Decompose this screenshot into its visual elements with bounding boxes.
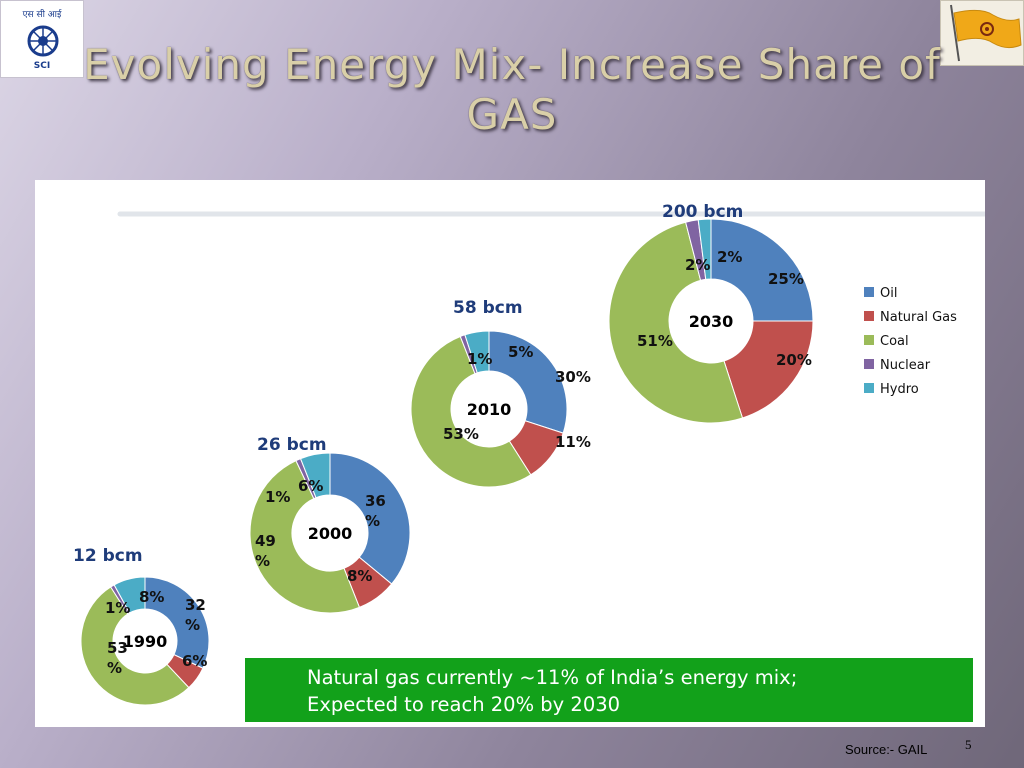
data-label-natural-gas-2010: 11% bbox=[555, 433, 591, 451]
data-label-coal-2010: 53% bbox=[443, 425, 479, 443]
slice-natural-gas-2030 bbox=[723, 320, 814, 419]
energy-mix-chart: 1990 12 bcm 32% 6% 53% 1% 8% 2000 26 bcm 36% 8% 49%… bbox=[35, 180, 985, 727]
year-label-2030: 2030 bbox=[689, 312, 734, 331]
slice-oil-2010 bbox=[488, 330, 568, 434]
year-label-2000: 2000 bbox=[308, 524, 353, 543]
flag-logo bbox=[940, 0, 1024, 66]
banner-line-2: Expected to reach 20% by 2030 bbox=[307, 693, 621, 716]
data-label-nuclear-2030: 2% bbox=[685, 256, 710, 274]
volume-label-2030: 200 bcm bbox=[662, 202, 743, 222]
volume-label-2000: 26 bcm bbox=[257, 435, 327, 455]
data-label-hydro-2010: 5% bbox=[508, 343, 533, 361]
year-label-2010: 2010 bbox=[467, 400, 512, 419]
donut-2010: 2010 58 bcm 30% 11% 53% 1% 5% bbox=[410, 298, 591, 488]
logo-sci-text: SCI bbox=[33, 61, 51, 71]
legend-label-hydro: Hydro bbox=[880, 382, 919, 397]
slice-hydro-2030 bbox=[697, 218, 712, 280]
data-label-nuclear-2000: 1% bbox=[265, 488, 290, 506]
sci-logo: एस सी आई SCI bbox=[0, 0, 84, 78]
slice-hydro-2000 bbox=[299, 452, 331, 499]
slice-coal-2030 bbox=[608, 221, 744, 424]
data-label-oil-1990: 32% bbox=[185, 596, 206, 634]
data-label-nuclear-2010: 1% bbox=[467, 350, 492, 368]
data-label-hydro-2000: 6% bbox=[298, 477, 323, 495]
data-label-natural-gas-2030: 20% bbox=[776, 351, 812, 369]
slice-oil-2030 bbox=[710, 218, 814, 322]
chart-legend: Oil Natural Gas Coal Nuclear Hydro bbox=[864, 286, 957, 397]
data-label-oil-2030: 25% bbox=[768, 270, 804, 288]
data-label-coal-2030: 51% bbox=[637, 332, 673, 350]
volume-label-2010: 58 bcm bbox=[453, 298, 523, 318]
logo-emblem-icon bbox=[27, 25, 59, 57]
donut-charts: 1990 12 bcm 32 % 6% 53 % 1% 8% 2000 26 bcm 36 % 8% 49%… bbox=[73, 202, 985, 706]
key-message-banner: Natural gas currently ~11% of India’s en… bbox=[245, 658, 973, 722]
slice-hydro-1990 bbox=[113, 576, 146, 614]
slide-title: Evolving Energy Mix- Increase Share of G… bbox=[83, 40, 941, 139]
donut-2000: 2000 26 bcm 36 % 8% 49 % 1% 6% bbox=[249, 435, 411, 614]
slice-oil-2000 bbox=[329, 452, 411, 585]
data-label-hydro-1990: 8% bbox=[139, 588, 164, 606]
banner-line-1: Natural gas currently ~11% of India’s en… bbox=[307, 666, 798, 689]
year-label-1990: 1990 bbox=[123, 632, 168, 651]
slice-coal-2000 bbox=[249, 459, 361, 614]
donut-1990: 1990 12 bcm 32 % 6% 53 % 1% 8% bbox=[73, 546, 210, 706]
legend-label-natural-gas: Natural Gas bbox=[880, 310, 957, 325]
data-label-oil-2010: 30% bbox=[555, 368, 591, 386]
data-label-oil-2000: 36% bbox=[365, 492, 386, 530]
source-note: Source:- GAIL bbox=[845, 742, 928, 757]
data-label-hydro-2030: 2% bbox=[717, 248, 742, 266]
legend-swatch-natural-gas bbox=[864, 311, 874, 321]
legend-swatch-nuclear bbox=[864, 359, 874, 369]
slice-hydro-2010 bbox=[464, 330, 490, 374]
legend-swatch-coal bbox=[864, 335, 874, 345]
volume-label-1990: 12 bcm bbox=[73, 546, 143, 566]
data-label-coal-1990: 53% bbox=[107, 639, 128, 677]
slice-coal-1990 bbox=[80, 586, 190, 706]
legend-label-coal: Coal bbox=[880, 334, 909, 349]
slice-oil-1990 bbox=[144, 576, 210, 669]
data-label-nuclear-1990: 1% bbox=[105, 599, 130, 617]
data-label-natural-gas-2000: 8% bbox=[347, 567, 372, 585]
legend-swatch-oil bbox=[864, 287, 874, 297]
logo-hindi-text: एस सी आई bbox=[22, 10, 62, 20]
donut-2030: 2030 200 bcm 25% 20% 51% 2% 2% bbox=[608, 202, 814, 424]
slice-coal-2010 bbox=[410, 335, 532, 488]
flag-icon bbox=[950, 4, 1022, 62]
legend-swatch-hydro bbox=[864, 383, 874, 393]
legend-label-oil: Oil bbox=[880, 286, 897, 301]
data-label-coal-2000: 49% bbox=[255, 532, 276, 570]
legend-label-nuclear: Nuclear bbox=[880, 358, 931, 373]
data-label-natural-gas-1990: 6% bbox=[182, 652, 207, 670]
page-number: 5 bbox=[965, 737, 972, 752]
